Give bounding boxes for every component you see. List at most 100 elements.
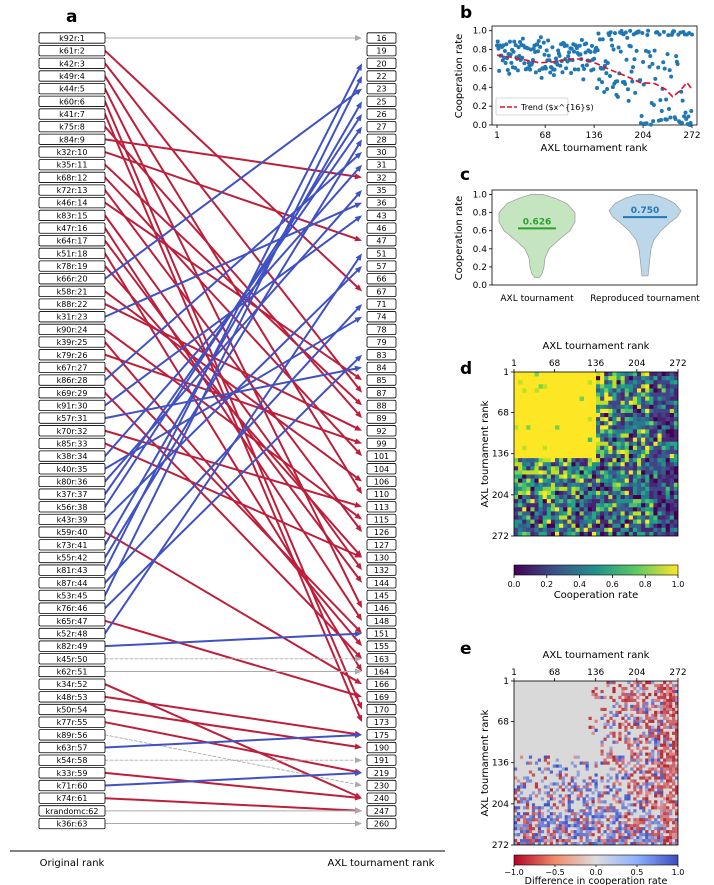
difference-cell <box>612 734 616 738</box>
heatmap-cell <box>673 503 678 508</box>
scatter-point <box>522 61 527 66</box>
difference-cell <box>642 746 646 750</box>
heatmap-cell <box>665 449 671 455</box>
heatmap-cell <box>579 396 584 401</box>
heatmap-cell <box>550 490 556 496</box>
heatmap-cell <box>596 392 601 397</box>
difference-cell <box>645 839 649 843</box>
difference-cell <box>675 737 678 741</box>
scatter-point <box>504 42 509 47</box>
heatmap-cell <box>653 523 658 529</box>
panel-letter-b: b <box>460 3 472 23</box>
difference-cell <box>666 692 670 697</box>
heatmap-cell <box>637 474 642 479</box>
heatmap-cell <box>616 474 621 479</box>
difference-cell <box>582 803 586 807</box>
difference-cell <box>666 812 670 816</box>
heatmap-cell <box>649 466 654 471</box>
svg-text:151: 151 <box>374 629 389 638</box>
difference-cell <box>627 812 631 816</box>
scatter-point <box>669 74 674 79</box>
difference-cell <box>609 830 613 834</box>
difference-cell <box>546 767 550 771</box>
difference-cell <box>567 794 571 798</box>
difference-cell <box>600 752 604 756</box>
difference-cell <box>561 779 565 783</box>
difference-cell <box>561 821 565 825</box>
difference-cell <box>645 791 649 795</box>
difference-cell <box>549 782 553 786</box>
scatter-point <box>560 70 565 75</box>
panel-letter-e: e <box>460 639 472 659</box>
difference-cell <box>558 812 562 816</box>
heatmap-cell <box>645 425 650 430</box>
difference-cell <box>621 686 625 691</box>
difference-cell <box>531 836 536 840</box>
rank-arrowhead <box>355 385 362 393</box>
heatmap-cell <box>632 417 638 422</box>
ytick-label: 0.0 <box>473 281 488 291</box>
heatmap-cell <box>616 437 621 442</box>
difference-cell <box>630 791 634 795</box>
difference-cell <box>630 767 634 771</box>
axl-rank-label: 144 <box>366 577 397 589</box>
difference-cell <box>669 809 673 813</box>
scatter-point <box>536 39 541 44</box>
difference-cell <box>600 695 604 700</box>
axl-rank-label: 43 <box>366 209 397 221</box>
difference-cell <box>636 791 640 795</box>
heatmap-cell <box>620 417 625 422</box>
heatmap-cell <box>530 515 535 520</box>
heatmap-cell <box>587 478 593 483</box>
ytick-label: 0.4 <box>473 245 488 255</box>
heatmap-cell <box>616 486 621 492</box>
difference-cell <box>666 800 670 804</box>
heatmap-cell <box>600 462 605 467</box>
difference-cell <box>663 725 667 729</box>
difference-cell <box>594 719 598 723</box>
heatmap-cell <box>624 474 630 479</box>
heatmap-cell <box>522 458 527 463</box>
difference-cell <box>633 824 637 828</box>
heatmap-cell <box>641 445 646 451</box>
heatmap-cell <box>657 470 662 475</box>
svg-text:173: 173 <box>374 718 389 727</box>
difference-cell <box>633 830 637 834</box>
svg-text:25: 25 <box>376 97 386 106</box>
axl-rank-label: 110 <box>366 488 397 500</box>
heatmap-cell <box>616 511 621 516</box>
heatmap-cell <box>542 523 548 529</box>
difference-cell <box>597 821 601 825</box>
heatmap-cell <box>538 527 543 533</box>
difference-cell <box>648 719 652 723</box>
ytick-label: 0.6 <box>473 64 488 74</box>
difference-cell <box>642 734 646 738</box>
difference-cell <box>660 707 664 712</box>
difference-cell <box>645 704 649 709</box>
heatmap-cell <box>661 372 666 377</box>
difference-cell <box>534 761 539 765</box>
scatter-point <box>574 46 579 51</box>
heatmap-cell <box>637 531 642 536</box>
heatmap-cell <box>538 470 543 475</box>
difference-cell <box>606 734 610 738</box>
difference-cell <box>675 791 678 795</box>
svg-text:166: 166 <box>374 680 389 689</box>
rank-arrowhead <box>354 732 362 739</box>
heatmap-cell <box>624 470 630 475</box>
heatmap-cell <box>673 400 678 406</box>
difference-cell <box>648 800 652 804</box>
heatmap-cell <box>673 499 678 504</box>
heatmap-cell <box>661 400 666 406</box>
difference-cell <box>594 824 598 828</box>
heatmap-cell <box>637 408 642 414</box>
difference-cell <box>624 821 628 825</box>
difference-cell <box>621 722 625 726</box>
heatmap-cell <box>526 503 531 508</box>
scatter-point <box>634 48 639 53</box>
scatter-point <box>566 54 571 59</box>
difference-cell <box>639 710 643 714</box>
heatmap-cell <box>550 523 556 529</box>
heatmap-cell <box>596 388 601 393</box>
difference-cell <box>543 785 547 789</box>
